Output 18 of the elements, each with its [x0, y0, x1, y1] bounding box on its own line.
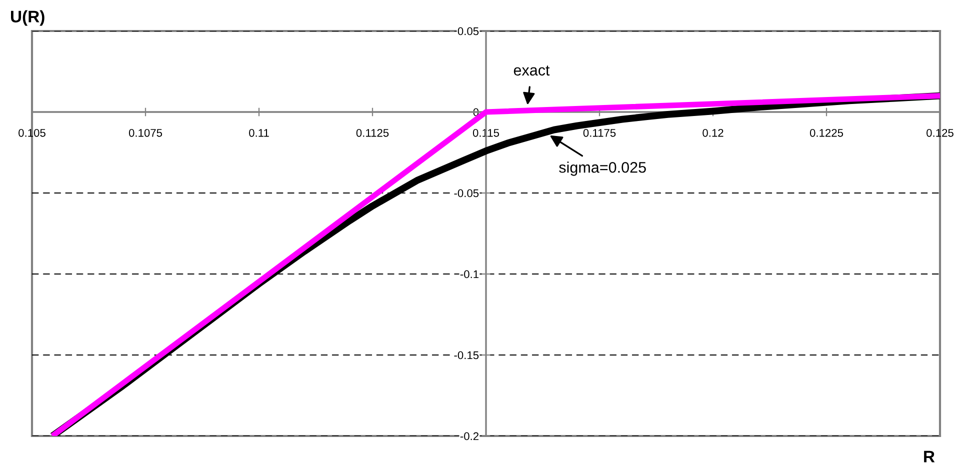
x-tick-label: 0.1175 [583, 128, 616, 137]
y-tick-label: 0.05 [458, 27, 479, 36]
x-tick-label: 0.115 [472, 128, 500, 137]
x-tick-label: 0.1225 [810, 128, 844, 137]
y-tick-label: -0.2 [460, 432, 478, 440]
y-tick-label: -0.15 [454, 351, 479, 360]
y-tick-label: -0.1 [460, 270, 479, 278]
x-tick-label: 0.11 [249, 128, 269, 137]
y-tick-label: -0.05 [454, 189, 479, 198]
x-tick-label: 0.1075 [128, 128, 162, 137]
legend-label: sigma=0.025 [559, 162, 646, 176]
x-tick-label: 0.12 [702, 128, 724, 137]
text: exact [514, 66, 550, 76]
x-tick-label: 0.1125 [356, 128, 389, 137]
y-axis-title: U(R) [11, 10, 44, 26]
x-tick-label: 0.105 [18, 128, 46, 137]
x-tick-label: 0.125 [926, 128, 954, 137]
x-axis-title: R [924, 450, 935, 462]
